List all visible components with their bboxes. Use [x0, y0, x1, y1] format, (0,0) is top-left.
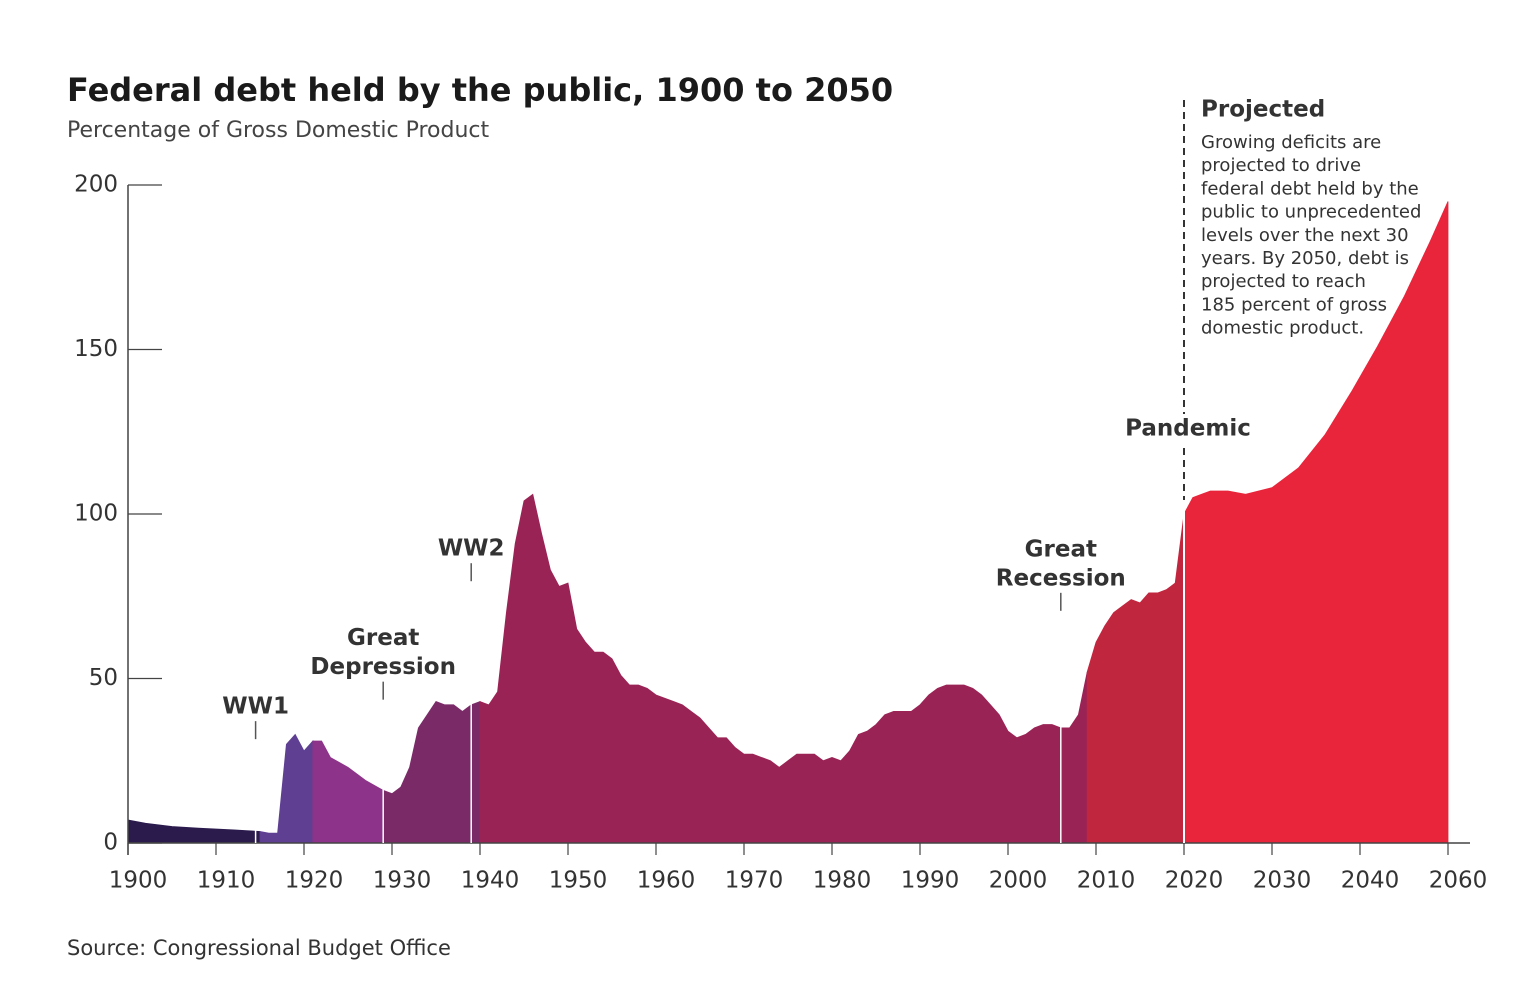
annotation-label: Great — [347, 625, 419, 651]
area-segment — [1183, 201, 1449, 844]
x-tick-label: 1900 — [109, 868, 168, 894]
annotation-label: WW2 — [438, 536, 505, 562]
x-tick-label: 1910 — [197, 868, 256, 894]
area-segment — [127, 819, 261, 844]
y-tick-label: 100 — [74, 501, 118, 527]
projected-text: 185 percent of gross — [1201, 294, 1387, 315]
pandemic-label: Pandemic — [1125, 416, 1251, 442]
x-tick-label: 1920 — [285, 868, 344, 894]
annotation-label: Great — [1025, 536, 1097, 562]
source: Source: Congressional Budget Office — [67, 936, 451, 960]
projected-text: levels over the next 30 — [1201, 225, 1409, 246]
projected-text: public to unprecedented — [1201, 202, 1421, 223]
annotation-label: WW1 — [222, 694, 289, 720]
y-tick-label: 200 — [74, 172, 118, 198]
projected-text: federal debt held by the — [1201, 178, 1419, 199]
x-tick-label: 2000 — [989, 868, 1048, 894]
x-tick-label: 2020 — [1165, 868, 1224, 894]
x-tick-label: 1930 — [373, 868, 432, 894]
y-tick-label: 50 — [89, 665, 118, 691]
x-tick-label: 1950 — [549, 868, 608, 894]
annotation-label: Depression — [310, 654, 456, 680]
area-segment — [259, 733, 314, 844]
chart-title: Federal debt held by the public, 1900 to… — [67, 71, 893, 109]
projected-text: projected to drive — [1201, 155, 1361, 176]
area-segment — [312, 740, 384, 844]
pandemic-label-bg — [1124, 414, 1244, 444]
projected-text: projected to reach — [1201, 271, 1366, 292]
x-tick-label: 1960 — [637, 868, 696, 894]
x-tick-label: 2040 — [1341, 868, 1400, 894]
x-tick-label: 1970 — [725, 868, 784, 894]
annotation-label: Recession — [996, 565, 1126, 591]
projected-text: years. By 2050, debt is — [1201, 248, 1409, 269]
y-tick-label: 150 — [74, 336, 118, 362]
x-tick-label: 2010 — [1077, 868, 1136, 894]
area-segment — [382, 700, 481, 844]
projected-text: Growing deficits are — [1201, 132, 1381, 153]
y-tick-label: 0 — [103, 830, 118, 856]
x-tick-label: 1980 — [813, 868, 872, 894]
x-tick-label: 2030 — [1253, 868, 1312, 894]
x-tick-label: 2060 — [1429, 868, 1488, 894]
area-segment — [1086, 513, 1185, 844]
x-tick-label: 1990 — [901, 868, 960, 894]
projected-text: domestic product. — [1201, 318, 1364, 339]
x-tick-label: 1940 — [461, 868, 520, 894]
chart-subtitle: Percentage of Gross Domestic Product — [67, 118, 489, 143]
area-segment — [479, 493, 1088, 844]
projected-title: Projected — [1201, 97, 1325, 123]
